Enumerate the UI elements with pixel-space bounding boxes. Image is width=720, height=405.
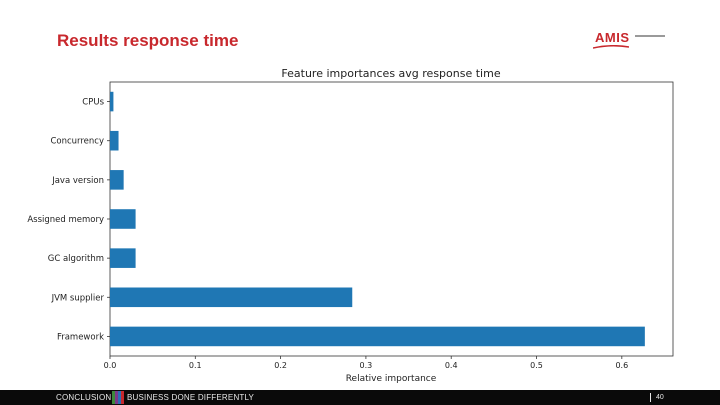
y-tick-label: Assigned memory [27, 215, 104, 225]
y-tick-label: Concurrency [50, 137, 104, 147]
logo-swoosh-icon [593, 45, 629, 49]
logo-tagline-line [635, 35, 665, 37]
bar-java-version [110, 170, 124, 190]
x-axis-label: Relative importance [346, 374, 437, 384]
bar-cpus [110, 91, 114, 112]
footer-stripe [121, 391, 124, 404]
amis-logo: AMIS [593, 30, 668, 50]
y-tick-label: GC algorithm [48, 254, 104, 264]
x-tick-label: 0.2 [274, 361, 287, 370]
bar-jvm-supplier [110, 287, 353, 308]
footer-stripe [115, 391, 118, 404]
logo-text: AMIS [595, 30, 630, 45]
footer-section-label: CONCLUSION [56, 393, 112, 402]
plot-frame [109, 81, 674, 357]
footer-stripe [118, 391, 121, 404]
feature-importance-chart: Feature importances avg response time CP… [27, 67, 674, 384]
footer-divider [650, 393, 651, 402]
page-number: 40 [656, 394, 664, 401]
bar-framework [110, 326, 645, 347]
y-tick-label: CPUs [82, 98, 104, 108]
x-tick-label: 0.3 [360, 361, 373, 370]
x-tick-label: 0.4 [445, 361, 458, 370]
x-tick-label: 0.6 [615, 361, 628, 370]
bar-concurrency [110, 130, 119, 151]
bar-assigned-memory [110, 209, 136, 229]
x-tick-label: 0.5 [530, 361, 543, 370]
y-tick-label: Java version [51, 176, 104, 186]
chart-title: Feature importances avg response time [281, 67, 500, 80]
bar-gc-algorithm [110, 248, 136, 268]
footer-tagline: BUSINESS DONE DIFFERENTLY [127, 393, 255, 402]
footer-stripe [112, 391, 115, 404]
slide-title: Results response time [57, 31, 239, 50]
x-tick-label: 0.0 [104, 361, 117, 370]
footer-color-stripes [112, 391, 124, 404]
footer-bar: CONCLUSION BUSINESS DONE DIFFERENTLY 40 [0, 390, 720, 405]
y-tick-label: JVM supplier [51, 293, 105, 303]
x-tick-label: 0.1 [189, 361, 202, 370]
y-tick-label: Framework [57, 332, 104, 342]
